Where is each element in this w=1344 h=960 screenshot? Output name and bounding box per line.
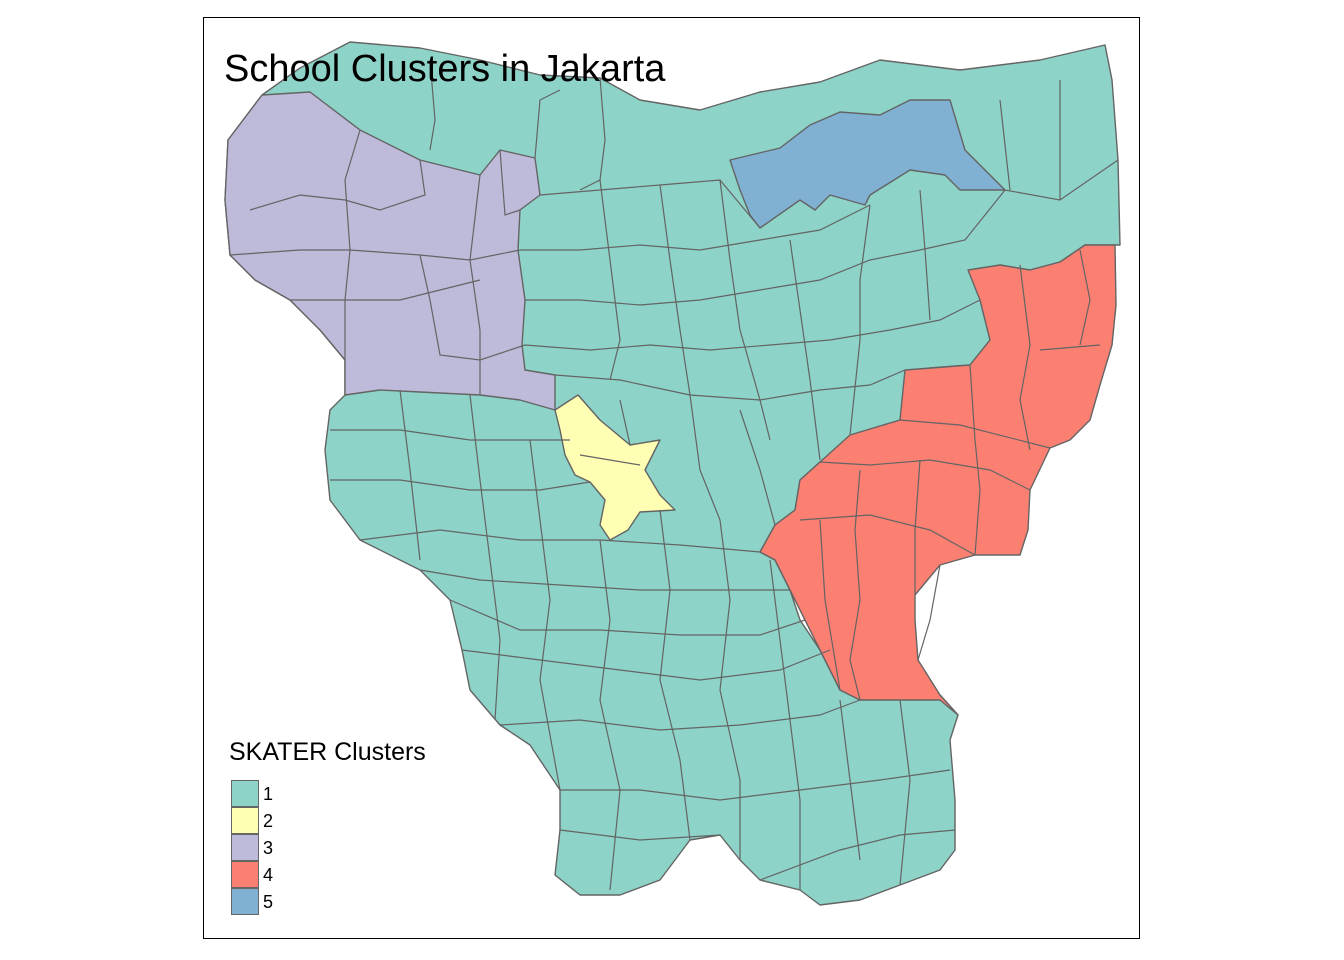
cluster-3-region [224,91,556,411]
legend-label: 4 [263,865,274,885]
legend-label: 3 [263,838,274,858]
cluster-5-region [729,99,1006,229]
legend-item: 4 [229,861,426,888]
legend-label: 1 [263,784,274,804]
legend-label: 2 [263,811,274,831]
legend-swatch [231,807,259,834]
legend-label: 5 [263,892,274,912]
legend-swatch [231,888,259,915]
legend-swatch [231,780,259,807]
legend: SKATER Clusters 1 2 3 4 5 [229,740,426,915]
legend-swatch [231,861,259,888]
legend-items: 1 2 3 4 5 [229,780,426,915]
cluster-2-region [554,394,676,541]
district-borders [229,59,1119,891]
legend-swatch [231,834,259,861]
legend-item: 2 [229,807,426,834]
legend-title: SKATER Clusters [229,738,426,766]
legend-item: 5 [229,888,426,915]
map-title: School Clusters in Jakarta [224,48,666,90]
legend-item: 1 [229,780,426,807]
legend-item: 3 [229,834,426,861]
